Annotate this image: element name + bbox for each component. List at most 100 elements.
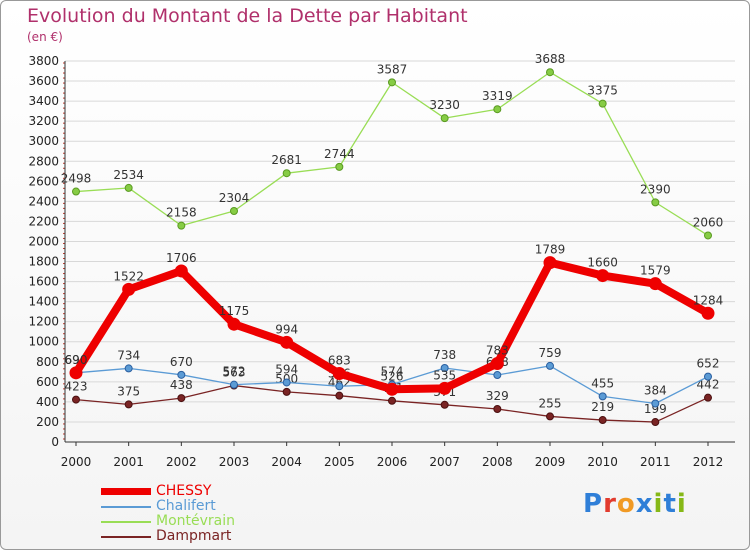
y-minor-tick [63, 232, 65, 234]
y-tick-label: 3200 [28, 114, 59, 128]
y-minor-tick [63, 197, 65, 199]
series-montevrain: 2498 2534 2158 2304 2681 2744 3587 3230 3319 3688… [61, 52, 724, 240]
y-minor-tick [63, 167, 65, 169]
data-point [493, 405, 502, 414]
y-tick-label: 400 [36, 395, 59, 409]
y-tick-label: 1400 [28, 295, 59, 309]
data-label: 3319 [482, 89, 513, 103]
data-label: 255 [539, 396, 562, 410]
data-point [490, 356, 504, 370]
y-minor-tick [63, 293, 65, 295]
data-point [493, 105, 502, 114]
y-minor-tick [63, 393, 65, 395]
data-label: 683 [328, 354, 351, 368]
y-minor-tick [63, 67, 65, 69]
data-label: 783 [486, 343, 509, 357]
legend: CHESSY Chalifert Montévrain Dampmart [101, 484, 235, 544]
y-minor-tick [63, 423, 65, 425]
data-point [651, 198, 660, 207]
data-label: 384 [644, 383, 667, 397]
data-point [546, 68, 554, 77]
y-minor-tick [63, 117, 65, 119]
data-label: 2060 [693, 215, 724, 229]
data-point [282, 169, 291, 178]
data-point [335, 162, 344, 171]
y-minor-tick [63, 192, 65, 194]
data-label: 1579 [640, 264, 671, 278]
legend-swatch [101, 535, 151, 538]
y-minor-tick [63, 142, 65, 144]
y-minor-tick [63, 278, 65, 280]
y-minor-tick [63, 157, 65, 159]
data-point [546, 412, 554, 421]
logo-letter: i [676, 489, 687, 519]
y-minor-tick [63, 303, 65, 305]
y-tick-label: 2600 [28, 174, 59, 188]
x-tick-label: 2012 [693, 455, 724, 469]
y-minor-tick [63, 187, 65, 189]
data-point [72, 187, 80, 196]
data-label: 574 [381, 364, 404, 378]
y-minor-tick [63, 177, 65, 179]
logo-letter: x [635, 489, 654, 519]
y-minor-tick [63, 242, 65, 244]
y-minor-tick [63, 172, 65, 174]
data-point [598, 99, 607, 108]
data-point [177, 370, 186, 379]
x-tick-label: 2001 [113, 455, 144, 469]
data-point [388, 396, 396, 405]
data-point [69, 366, 83, 380]
data-point [282, 387, 291, 396]
y-minor-tick [63, 273, 65, 275]
y-tick-label: 2000 [28, 234, 59, 248]
y-minor-tick [63, 253, 65, 255]
data-point [440, 364, 449, 373]
y-minor-tick [63, 122, 65, 124]
data-label: 3375 [587, 84, 618, 98]
data-label: 375 [117, 384, 140, 398]
y-tick-label: 3400 [28, 94, 59, 108]
y-minor-tick [63, 283, 65, 285]
y-minor-tick [63, 77, 65, 79]
legend-label: Chalifert [156, 498, 216, 514]
data-point [598, 392, 607, 401]
data-point [72, 395, 80, 404]
y-minor-tick [63, 328, 65, 330]
y-minor-tick [63, 308, 65, 310]
y-minor-tick [63, 403, 65, 405]
data-point [598, 416, 607, 425]
x-tick-label: 2003 [219, 455, 250, 469]
y-minor-tick [63, 428, 65, 430]
data-label: 199 [644, 402, 667, 416]
data-point [704, 393, 712, 402]
y-tick-label: 2800 [28, 154, 59, 168]
data-label: 442 [697, 378, 720, 392]
data-label: 1175 [219, 304, 250, 318]
data-point [596, 269, 610, 283]
y-minor-tick [63, 343, 65, 345]
series-chessy: 690 1522 1706 1175 994 683 526 535 783 1789 1660 15… [65, 243, 723, 396]
x-tick-label: 2000 [61, 455, 92, 469]
data-label: 1706 [166, 251, 197, 265]
y-minor-tick [63, 212, 65, 214]
logo-letter: o [616, 489, 636, 519]
y-minor-tick [63, 288, 65, 290]
data-label: 759 [539, 346, 562, 360]
y-minor-tick [63, 363, 65, 365]
x-tick-label: 2007 [429, 455, 460, 469]
legend-label: Dampmart [156, 528, 232, 544]
line-chart: 0 200 400 600 800 1000 1200 1400 1600 1800 2000 220… [28, 52, 735, 469]
y-minor-tick [63, 207, 65, 209]
chart-subtitle: (en €) [27, 30, 63, 44]
y-minor-tick [63, 87, 65, 89]
legend-item: CHESSY [101, 484, 235, 499]
chart-title: Evolution du Montant de la Dette par Hab… [27, 5, 468, 27]
y-minor-tick [63, 132, 65, 134]
data-label: 690 [65, 353, 88, 367]
data-label: 3230 [429, 98, 460, 112]
data-point [227, 317, 241, 331]
data-label: 1789 [535, 243, 566, 257]
y-minor-tick [63, 127, 65, 129]
data-point [704, 372, 712, 381]
